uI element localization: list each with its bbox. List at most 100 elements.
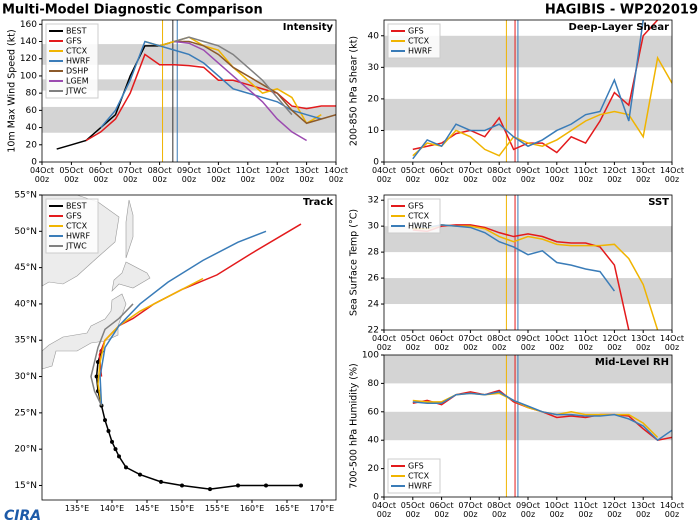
track-point	[208, 487, 212, 492]
panel-title: Track	[303, 197, 333, 208]
track-point	[124, 465, 128, 470]
y-axis-label: Sea Surface Temp (°C)	[349, 209, 360, 316]
y-tick-label: 30	[368, 222, 380, 232]
sakhalin	[125, 199, 134, 259]
track-point	[236, 483, 240, 488]
x-tick-label: 07Oct 00z	[458, 334, 483, 352]
y-tick-label: 20	[26, 140, 38, 150]
series-line	[174, 40, 336, 125]
series-line	[412, 222, 616, 292]
y-tick-label: 50°N	[14, 227, 37, 237]
x-tick-label: 14Oct 00z	[659, 501, 684, 519]
series-line	[90, 303, 134, 406]
x-tick-label: 09Oct 00z	[515, 501, 540, 519]
x-tick-label: 12Oct 00z	[602, 166, 627, 184]
band	[384, 98, 672, 131]
y-tick-label: 60	[368, 407, 380, 417]
y-tick-label: 32	[368, 196, 379, 206]
legend-label: JTWC	[65, 87, 87, 96]
track-point	[138, 472, 142, 477]
x-tick-label: 11Oct 00z	[573, 334, 598, 352]
hokkaido	[111, 261, 151, 292]
x-tick-label: 13Oct 00z	[631, 166, 656, 184]
panel-title: Intensity	[283, 22, 334, 33]
y-tick-label: 55°N	[14, 191, 37, 201]
logo: CIRA	[4, 508, 41, 524]
series-line	[99, 230, 267, 406]
x-tick-label: 11Oct 00z	[235, 166, 260, 184]
series-line	[412, 20, 644, 160]
legend-label: CTCX	[66, 222, 88, 231]
x-tick-label: 06Oct 00z	[429, 501, 454, 519]
panel-title: SST	[648, 197, 669, 208]
y-tick-label: 80	[368, 379, 380, 389]
track-point	[106, 429, 111, 434]
x-tick-label: 05Oct 00z	[400, 501, 425, 519]
x-tick-label: 150°E	[169, 504, 195, 513]
y-tick-label: 40	[26, 123, 38, 133]
x-tick-label: 11Oct 00z	[573, 166, 598, 184]
legend-label: CTCX	[66, 47, 88, 56]
y-tick-label: 35°N	[14, 336, 37, 346]
legend-label: LGEM	[66, 77, 89, 86]
y-tick-label: 100	[20, 71, 37, 81]
y-tick-label: 140	[20, 37, 37, 47]
track-point	[264, 483, 268, 488]
panel-title: Deep-Layer Shear	[569, 22, 670, 33]
x-tick-label: 145°E	[134, 504, 160, 513]
y-tick-label: 160	[20, 20, 37, 30]
legend-label: BEST	[66, 202, 87, 211]
series-line	[412, 391, 672, 442]
y-tick-label: 0	[373, 493, 379, 503]
legend-label: BEST	[66, 27, 87, 36]
x-tick-label: 11Oct 00z	[573, 501, 598, 519]
legend-label: CTCX	[408, 472, 430, 481]
y-tick-label: 45°N	[14, 263, 37, 273]
series-line	[97, 277, 204, 406]
legend-label: JTWC	[65, 242, 87, 251]
x-tick-label: 12Oct 00z	[602, 501, 627, 519]
x-tick-label: 07Oct 00z	[458, 166, 483, 184]
legend-label: CTCX	[408, 37, 430, 46]
x-tick-label: 08Oct 00z	[487, 334, 512, 352]
legend-label: GFS	[66, 37, 82, 46]
x-tick-label: 07Oct 00z	[458, 501, 483, 519]
legend-label: GFS	[408, 27, 424, 36]
band	[384, 411, 672, 441]
y-tick-label: 26	[368, 274, 380, 284]
x-tick-label: 09Oct 00z	[176, 166, 201, 184]
x-tick-label: 155°E	[204, 504, 230, 513]
legend-label: CTCX	[408, 212, 430, 221]
band	[384, 355, 672, 384]
x-tick-label: 10Oct 00z	[544, 334, 569, 352]
x-tick-label: 04Oct 00z	[371, 501, 396, 519]
track-point	[103, 418, 107, 423]
track-point	[159, 479, 163, 484]
x-tick-label: 05Oct 00z	[59, 166, 84, 184]
y-tick-label: 40°N	[14, 299, 37, 309]
x-tick-label: 160°E	[239, 504, 265, 513]
x-tick-label: 06Oct 00z	[429, 334, 454, 352]
series-line	[98, 223, 302, 377]
axes-frame	[41, 194, 337, 501]
legend-label: GFS	[66, 212, 82, 221]
x-tick-label: 13Oct 00z	[294, 166, 319, 184]
series-line	[56, 40, 175, 150]
band	[384, 278, 672, 305]
series-line	[85, 53, 336, 142]
x-tick-label: 07Oct 00z	[118, 166, 143, 184]
x-tick-label: 08Oct 00z	[487, 166, 512, 184]
japan	[41, 293, 127, 370]
y-tick-label: 10	[368, 126, 380, 136]
y-tick-label: 120	[20, 54, 37, 64]
legend-label: HWRF	[66, 232, 90, 241]
legend-label: HWRF	[408, 482, 432, 491]
legend-label: HWRF	[408, 47, 432, 56]
y-axis-label: 200-850 hPa Shear (kt)	[349, 36, 360, 146]
y-tick-label: 80	[26, 89, 38, 99]
y-tick-label: 20°N	[14, 445, 37, 455]
x-tick-label: 170°E	[309, 504, 335, 513]
y-axis-label: 10m Max Wind Speed (kt)	[7, 29, 18, 152]
